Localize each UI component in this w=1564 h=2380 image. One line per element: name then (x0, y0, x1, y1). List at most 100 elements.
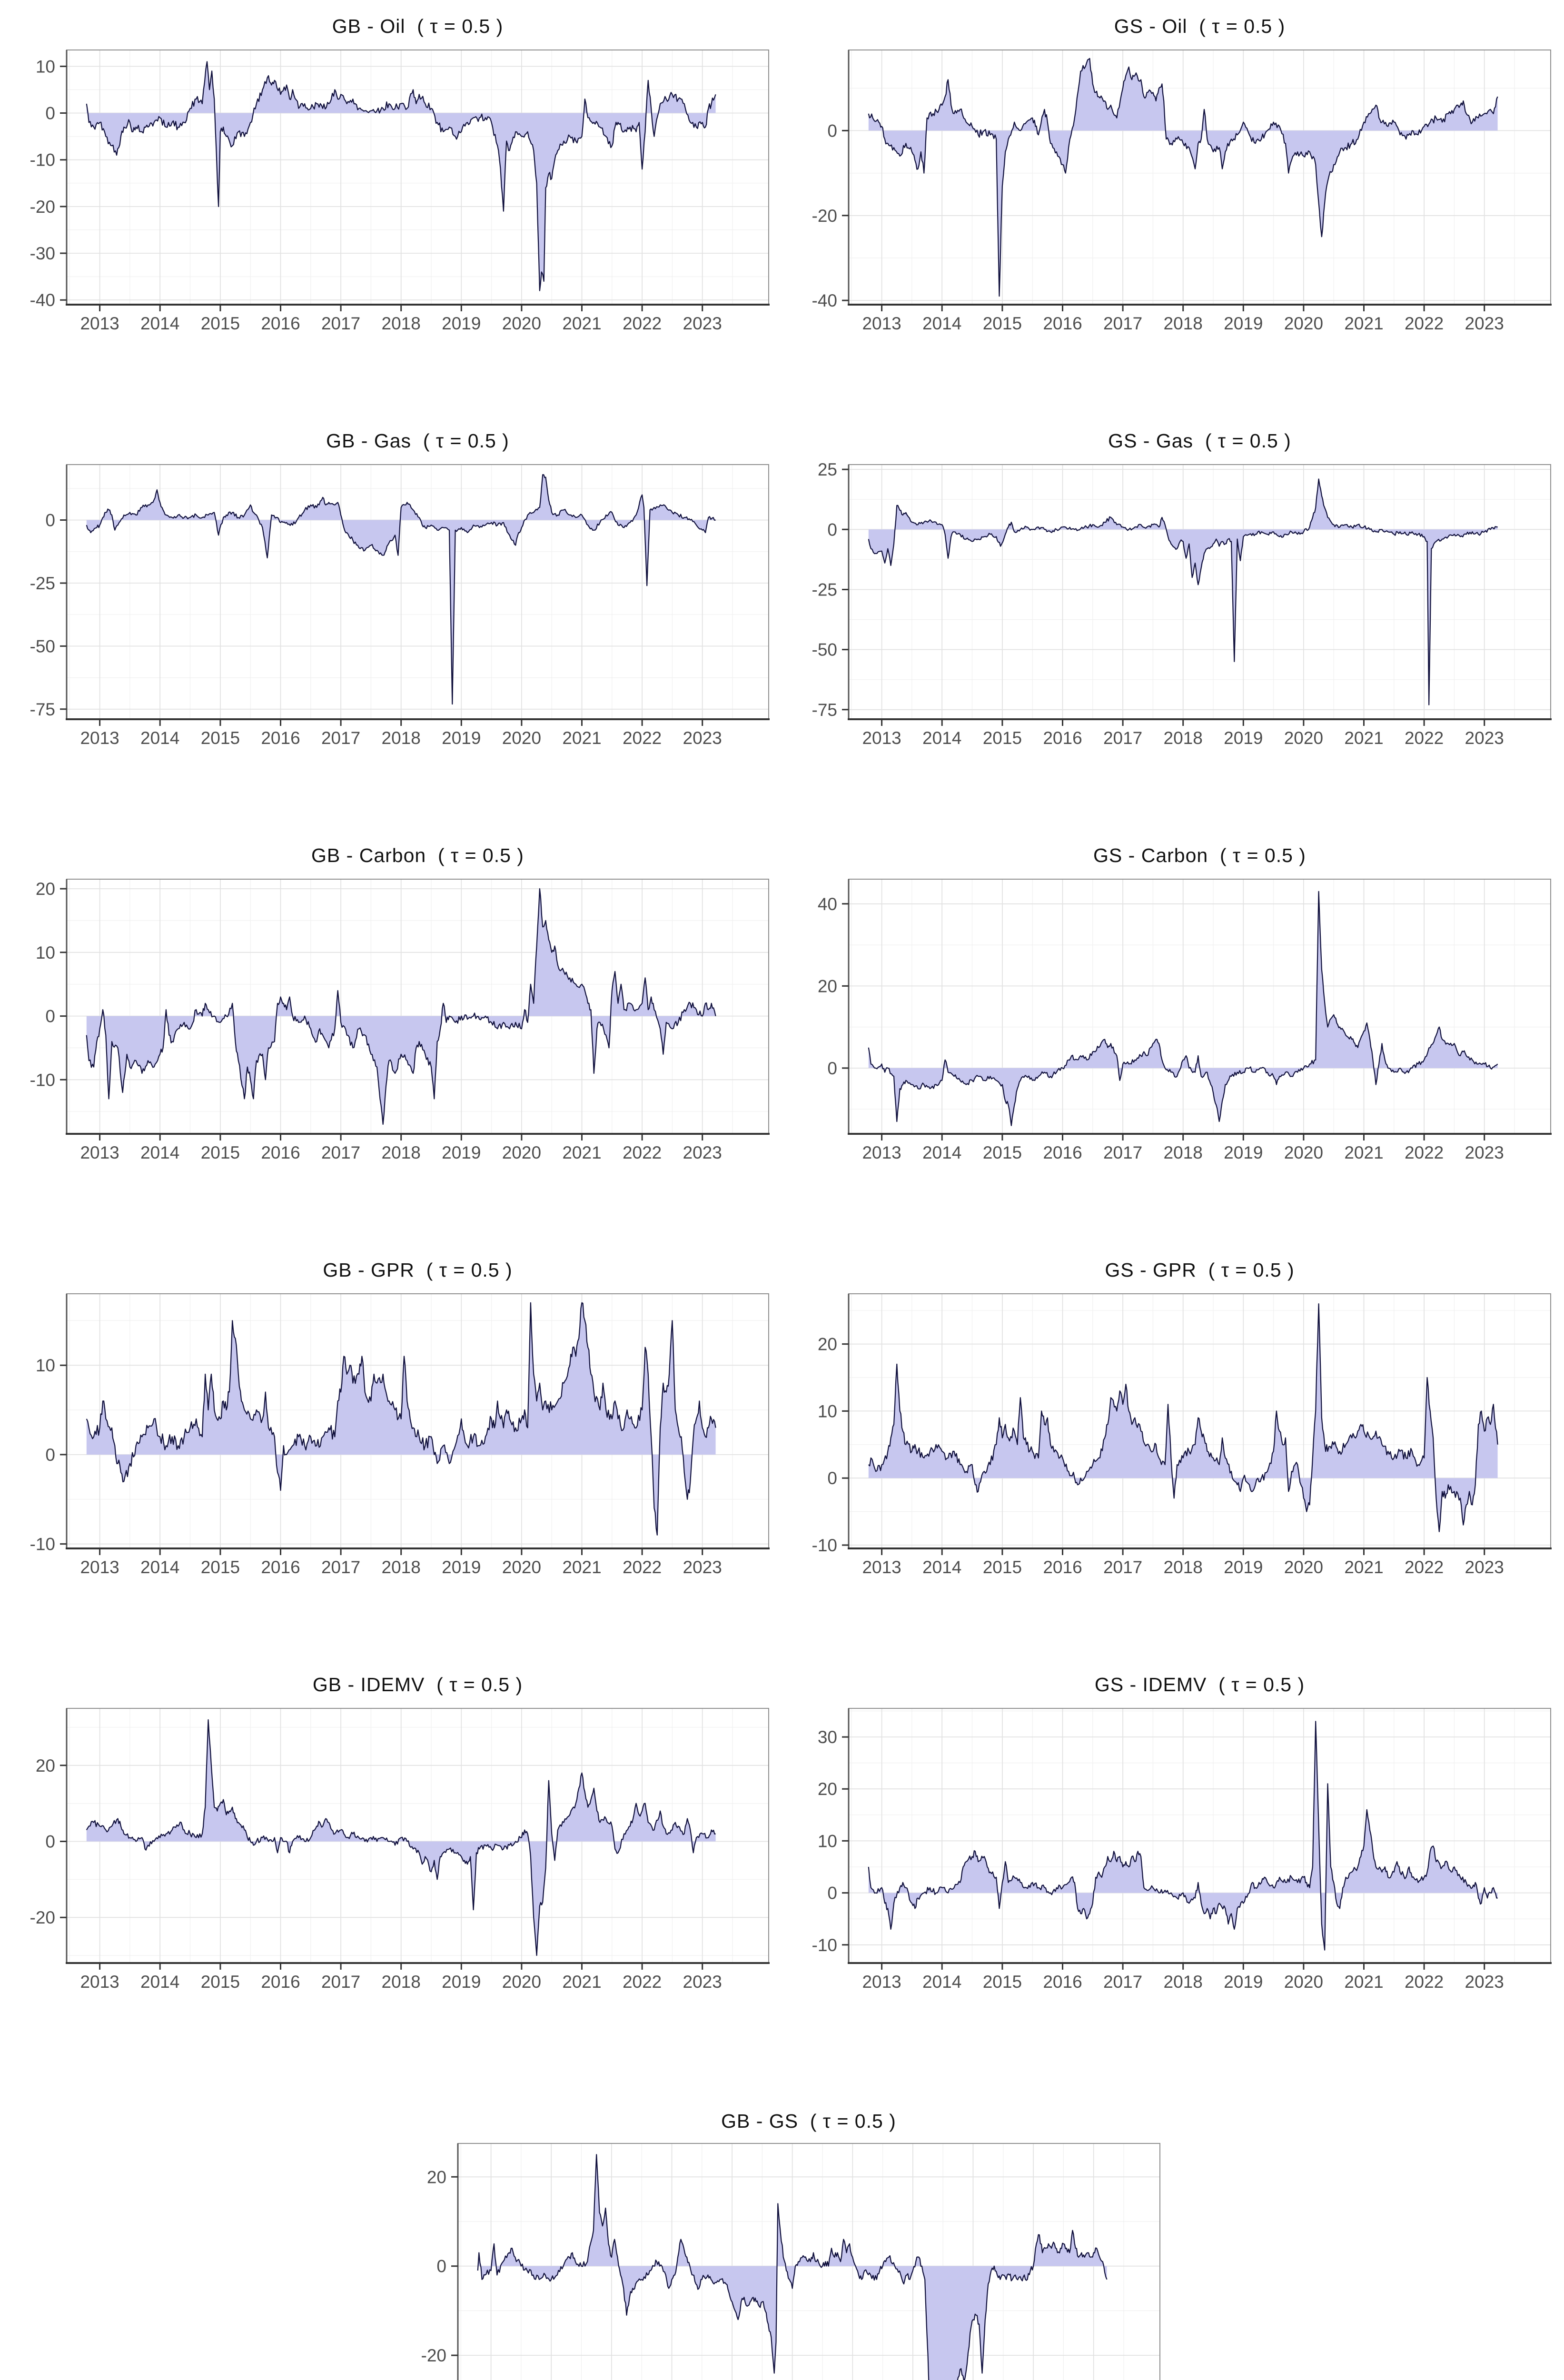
svg-text:0: 0 (45, 1007, 55, 1026)
svg-text:-20: -20 (812, 206, 837, 226)
svg-text:2017: 2017 (321, 1972, 360, 1992)
svg-text:2019: 2019 (442, 728, 481, 748)
svg-text:2022: 2022 (1405, 314, 1444, 333)
svg-text:2013: 2013 (862, 1972, 901, 1992)
svg-text:2023: 2023 (683, 314, 722, 333)
svg-text:2022: 2022 (1405, 1972, 1444, 1992)
svg-text:2016: 2016 (1043, 314, 1082, 333)
svg-text:25: 25 (818, 460, 837, 479)
svg-text:2020: 2020 (502, 728, 541, 748)
svg-text:-10: -10 (30, 1535, 55, 1554)
svg-text:2013: 2013 (80, 314, 119, 333)
svg-text:20: 20 (36, 879, 55, 899)
svg-text:-10: -10 (30, 150, 55, 170)
svg-text:2023: 2023 (1465, 314, 1504, 333)
svg-text:2015: 2015 (983, 1143, 1022, 1162)
svg-text:2020: 2020 (1284, 314, 1323, 333)
svg-text:2023: 2023 (1465, 1143, 1504, 1162)
chart-gb-carbon: GB - Carbon ( τ = 0.5 ) 20 10 0 -10 2013 2014… (0, 829, 782, 1244)
chart-gs-idemv: GS - IDEMV ( τ = 0.5 ) 30 20 10 0 -10 2013 201… (782, 1658, 1564, 2073)
svg-text:2014: 2014 (922, 1143, 961, 1162)
svg-text:2020: 2020 (1284, 728, 1323, 748)
svg-text:2022: 2022 (623, 1143, 662, 1162)
svg-text:2020: 2020 (1284, 1557, 1323, 1577)
gb-carbon-plot: 20 10 0 -10 2013 2014 2015 2016 2017 2018 2019 2020… (30, 879, 770, 1162)
chart-gb-idemv: GB - IDEMV ( τ = 0.5 ) 20 0 -20 2013 2014 201… (0, 1658, 782, 2073)
svg-text:2023: 2023 (1465, 1972, 1504, 1992)
chart-gb-gpr: GB - GPR ( τ = 0.5 ) 10 0 -10 2013 2014 2015 2… (0, 1244, 782, 1658)
svg-text:20: 20 (818, 1779, 837, 1799)
chart-gs-oil: GS - Oil ( τ = 0.5 ) 0 -20 -40 2013 2014 2015… (782, 0, 1564, 415)
svg-text:2023: 2023 (1465, 1557, 1504, 1577)
svg-text:2017: 2017 (1103, 1557, 1142, 1577)
svg-text:-10: -10 (30, 1070, 55, 1090)
svg-text:10: 10 (818, 1401, 837, 1421)
svg-text:2018: 2018 (382, 1557, 421, 1577)
chart-title: GS - Gas ( τ = 0.5 ) (1108, 430, 1291, 452)
svg-text:2022: 2022 (623, 1557, 662, 1577)
svg-text:2018: 2018 (1164, 1143, 1203, 1162)
chart-title: GS - Oil ( τ = 0.5 ) (1114, 15, 1286, 37)
svg-text:2016: 2016 (1043, 1143, 1082, 1162)
svg-text:20: 20 (818, 976, 837, 996)
svg-text:20: 20 (426, 2167, 446, 2187)
chart-gb-gas: GB - Gas ( τ = 0.5 ) 0 -25 -50 -75 2013 2014 2… (0, 415, 782, 829)
svg-text:2019: 2019 (442, 1143, 481, 1162)
svg-text:2022: 2022 (623, 728, 662, 748)
svg-text:2021: 2021 (1344, 314, 1383, 333)
svg-text:2014: 2014 (922, 314, 961, 333)
svg-text:2020: 2020 (502, 1143, 541, 1162)
svg-text:2021: 2021 (1344, 1972, 1383, 1992)
gb-gas-plot: 0 -25 -50 -75 2013 2014 2015 2016 2017 2018 2019 20… (30, 464, 770, 748)
svg-text:2023: 2023 (683, 1143, 722, 1162)
svg-text:2016: 2016 (1043, 1557, 1082, 1577)
svg-text:2016: 2016 (261, 1557, 300, 1577)
svg-text:2013: 2013 (862, 1143, 901, 1162)
svg-text:0: 0 (436, 2257, 446, 2276)
svg-text:2017: 2017 (321, 1143, 360, 1162)
svg-text:2013: 2013 (862, 728, 901, 748)
svg-text:2013: 2013 (80, 1972, 119, 1992)
svg-text:2015: 2015 (201, 1557, 240, 1577)
svg-text:2014: 2014 (140, 314, 179, 333)
svg-text:2020: 2020 (502, 1557, 541, 1577)
chart-gs-gas: GS - Gas ( τ = 0.5 ) 25 0 -25 -50 -75 2013 201… (782, 415, 1564, 829)
svg-text:2019: 2019 (1224, 1143, 1263, 1162)
svg-text:-40: -40 (30, 290, 55, 310)
svg-text:2016: 2016 (261, 728, 300, 748)
svg-text:-25: -25 (812, 580, 837, 600)
chart-gs-carbon: GS - Carbon ( τ = 0.5 ) 40 20 0 2013 2014 201… (782, 829, 1564, 1244)
svg-text:2015: 2015 (983, 1557, 1022, 1577)
svg-text:2023: 2023 (683, 728, 722, 748)
gs-carbon-plot: 40 20 0 2013 2014 2015 2016 2017 2018 2019 2020 202… (818, 879, 1552, 1162)
svg-text:2013: 2013 (80, 1557, 119, 1577)
gs-gpr-plot: 20 10 0 -10 2013 2014 2015 2016 2017 2018 2019 2020… (812, 1293, 1552, 1577)
svg-text:0: 0 (827, 1884, 837, 1903)
svg-text:2022: 2022 (1405, 1557, 1444, 1577)
svg-text:0: 0 (827, 520, 837, 539)
svg-text:2018: 2018 (382, 314, 421, 333)
svg-text:2016: 2016 (261, 314, 300, 333)
svg-text:2019: 2019 (442, 1972, 481, 1992)
svg-text:2016: 2016 (1043, 1972, 1082, 1992)
svg-text:2015: 2015 (201, 1143, 240, 1162)
svg-text:2021: 2021 (1344, 728, 1383, 748)
gs-gas-plot: 25 0 -25 -50 -75 2013 2014 2015 2016 2017 2018 2019… (812, 460, 1552, 748)
svg-text:-20: -20 (30, 1908, 55, 1927)
gb-gs-plot: 200-20-402013201420152016201720182019202… (421, 2143, 1160, 2380)
svg-text:2017: 2017 (321, 728, 360, 748)
svg-text:2022: 2022 (623, 1972, 662, 1992)
svg-text:2017: 2017 (1103, 1143, 1142, 1162)
svg-text:2021: 2021 (562, 1972, 601, 1992)
svg-text:-50: -50 (812, 640, 837, 660)
svg-text:2018: 2018 (382, 728, 421, 748)
chart-gb-oil: GB - Oil ( τ = 0.5 ) 10 0 -10 -20 -30 -40 2013… (0, 0, 782, 415)
svg-text:10: 10 (36, 1356, 55, 1375)
svg-text:2018: 2018 (1164, 314, 1203, 333)
svg-text:-40: -40 (812, 291, 837, 310)
svg-text:2014: 2014 (922, 1557, 961, 1577)
gb-idemv-plot: 20 0 -20 2013 2014 2015 2016 2017 2018 2019 2020 20… (30, 1708, 770, 1992)
svg-text:-30: -30 (30, 244, 55, 263)
svg-text:0: 0 (827, 1468, 837, 1488)
